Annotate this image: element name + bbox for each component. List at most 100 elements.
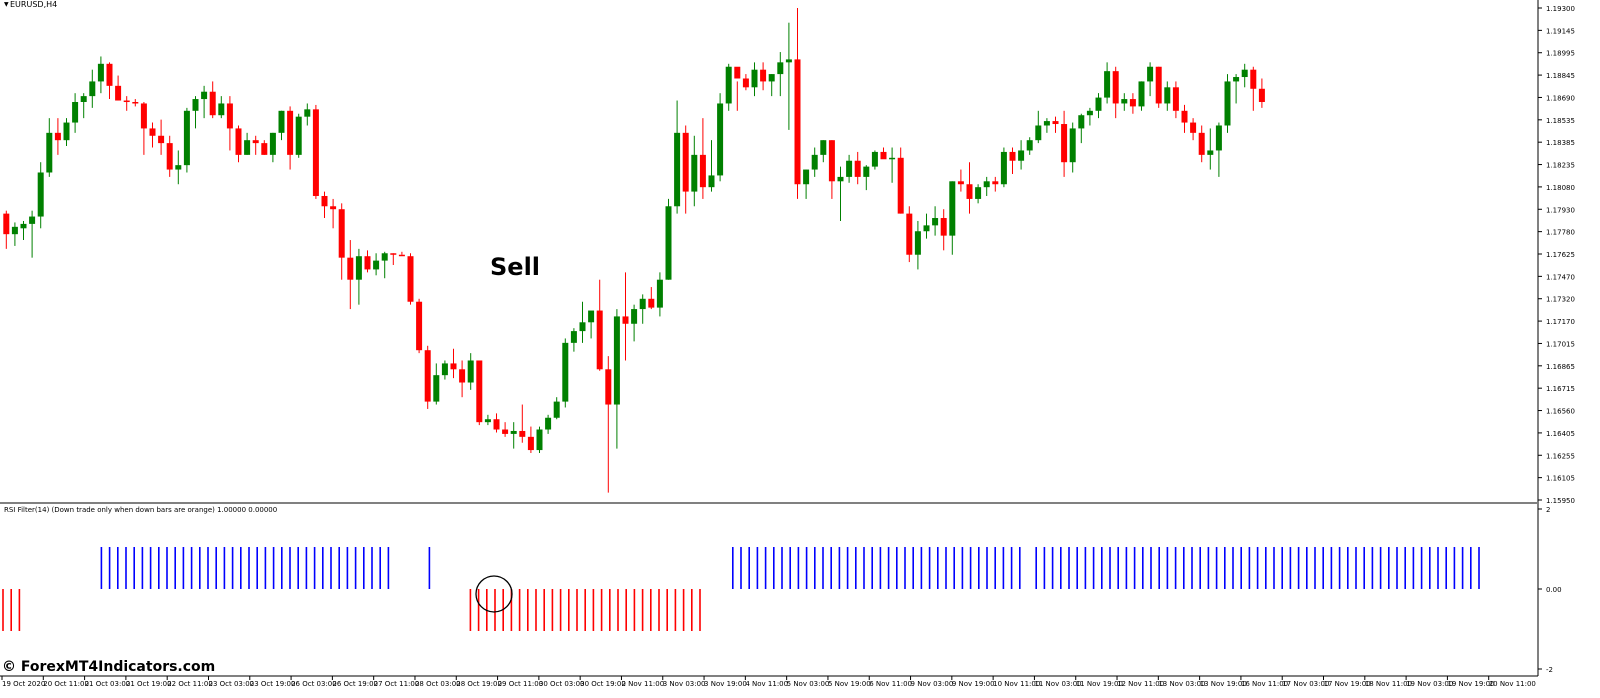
indicator-label: RSI Filter(14) (Down trade only when dow… xyxy=(4,506,278,514)
candle-body xyxy=(975,187,982,199)
time-tick-label: 4 Nov 11:00 xyxy=(745,680,788,688)
price-tick-label: 1.18690 xyxy=(1546,94,1575,102)
time-tick-label: 17 Nov 19:00 xyxy=(1324,680,1371,688)
candle-body xyxy=(330,206,337,210)
candle-body xyxy=(1172,87,1179,111)
candle-body xyxy=(278,110,285,133)
candle-body xyxy=(304,109,311,117)
time-tick-label: 9 Nov 03:00 xyxy=(911,680,954,688)
time-tick-label: 28 Oct 19:00 xyxy=(456,680,502,688)
candle-body xyxy=(476,360,483,423)
price-tick-label: 1.18535 xyxy=(1546,117,1575,125)
price-tick-label: 1.16105 xyxy=(1546,475,1575,483)
price-tick-label: 1.16560 xyxy=(1546,408,1575,416)
time-tick-label: 16 Nov 11:00 xyxy=(1241,680,1288,688)
candle-body xyxy=(183,110,190,166)
candle-body xyxy=(269,132,276,155)
candle-body xyxy=(312,109,319,196)
candle-body xyxy=(1198,132,1205,155)
candle-body xyxy=(570,331,577,343)
candle-body xyxy=(871,151,878,167)
candle-body xyxy=(1250,69,1257,89)
candle-body xyxy=(261,143,268,155)
price-tick-label: 1.17625 xyxy=(1546,251,1575,259)
candle-body xyxy=(966,184,973,199)
candle-body xyxy=(1224,81,1231,126)
dropdown-arrow-icon[interactable]: ▼ xyxy=(4,1,9,8)
candle-body xyxy=(588,310,595,323)
time-tick-label: 19 Nov 03:00 xyxy=(1406,680,1453,688)
time-tick-label: 27 Oct 11:00 xyxy=(374,680,420,688)
candle-body xyxy=(519,430,526,437)
candle-body xyxy=(209,91,216,116)
time-tick-label: 19 Oct 2020 xyxy=(2,680,45,688)
candle-body xyxy=(1095,97,1102,111)
candle-body xyxy=(545,417,552,430)
candle-body xyxy=(880,151,887,160)
candle-body xyxy=(536,429,543,451)
time-tick-label: 19 Nov 19:00 xyxy=(1447,680,1494,688)
watermark: © ForexMT4Indicators.com xyxy=(2,659,216,675)
candle-body xyxy=(510,430,517,434)
time-tick-label: 23 Oct 19:00 xyxy=(250,680,296,688)
candle-body xyxy=(175,165,182,170)
candle-body xyxy=(613,316,620,405)
candle-body xyxy=(123,100,130,103)
candle-body xyxy=(932,218,939,226)
candle-body xyxy=(364,256,371,270)
candle-body xyxy=(579,322,586,332)
candle-body xyxy=(751,69,758,88)
candle-body xyxy=(29,216,36,224)
candle-body xyxy=(1052,121,1059,125)
candle-body xyxy=(37,172,44,217)
candle-body xyxy=(605,369,612,405)
candle-body xyxy=(760,69,767,82)
time-tick-label: 18 Nov 11:00 xyxy=(1365,680,1412,688)
candle-body xyxy=(1121,99,1128,104)
candle-body xyxy=(89,81,96,97)
candle-body xyxy=(768,74,775,82)
time-tick-label: 3 Nov 19:00 xyxy=(704,680,747,688)
candle-body xyxy=(889,157,896,160)
candle-body xyxy=(854,160,861,177)
candle-body xyxy=(527,436,534,451)
time-tick-label: 13 Nov 19:00 xyxy=(1200,680,1247,688)
candle-body xyxy=(785,59,792,63)
candle-body xyxy=(441,363,448,376)
candle-body xyxy=(80,96,87,102)
candle-body xyxy=(416,301,423,351)
time-tick-label: 29 Oct 11:00 xyxy=(498,680,544,688)
candle-body xyxy=(811,154,818,170)
candle-body xyxy=(983,181,990,188)
price-tick-label: 1.17320 xyxy=(1546,296,1575,304)
candle-body xyxy=(1155,66,1162,104)
candle-body xyxy=(1164,87,1171,104)
candle-body xyxy=(459,369,466,383)
candle-body xyxy=(140,103,147,129)
price-tick-label: 1.17015 xyxy=(1546,340,1575,348)
candle-body xyxy=(252,140,259,144)
time-tick-label: 9 Nov 19:00 xyxy=(952,680,995,688)
price-tick-label: 1.16715 xyxy=(1546,385,1575,393)
candle-body xyxy=(63,122,70,141)
candle-body xyxy=(1241,69,1248,78)
candle-body xyxy=(433,375,440,402)
candle-body xyxy=(699,154,706,188)
candle-body xyxy=(691,154,698,192)
candle-body xyxy=(794,59,801,185)
time-tick-label: 6 Nov 11:00 xyxy=(869,680,912,688)
candle-body xyxy=(1190,122,1197,133)
candle-body xyxy=(1035,125,1042,141)
candle-body xyxy=(863,166,870,177)
candle-body xyxy=(1112,71,1119,104)
candle-body xyxy=(923,225,930,232)
price-tick-label: 1.18845 xyxy=(1546,72,1575,80)
indicator-tick-label: 2 xyxy=(1546,506,1550,514)
candle-body xyxy=(467,360,474,383)
time-tick-label: 17 Nov 03:00 xyxy=(1282,680,1329,688)
candle-body xyxy=(347,257,354,280)
price-tick-label: 1.16255 xyxy=(1546,452,1575,460)
candle-body xyxy=(1207,150,1214,155)
time-tick-label: 21 Oct 03:00 xyxy=(85,680,131,688)
